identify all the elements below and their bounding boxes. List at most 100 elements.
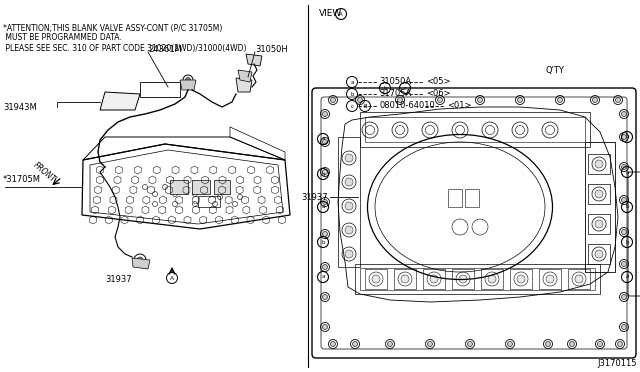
Circle shape (323, 112, 328, 116)
Circle shape (323, 231, 328, 237)
Text: <05>: <05> (426, 77, 451, 87)
Circle shape (545, 341, 550, 346)
Circle shape (508, 341, 513, 346)
Circle shape (353, 341, 358, 346)
Circle shape (330, 341, 335, 346)
Circle shape (575, 275, 583, 283)
Bar (355, 264, 600, 294)
Circle shape (546, 275, 554, 283)
Circle shape (401, 275, 409, 283)
Circle shape (323, 199, 328, 205)
Text: a: a (321, 137, 324, 141)
Circle shape (595, 160, 603, 168)
Bar (360, 268, 595, 290)
Bar (539, 269, 561, 289)
Bar (170, 180, 188, 194)
Circle shape (621, 112, 627, 116)
Circle shape (557, 97, 563, 103)
Bar (588, 184, 610, 204)
Circle shape (598, 341, 602, 346)
Bar (568, 269, 590, 289)
Circle shape (330, 97, 335, 103)
Bar (338, 137, 360, 267)
Circle shape (621, 324, 627, 330)
Text: c: c (403, 86, 406, 90)
Circle shape (358, 97, 362, 103)
Circle shape (459, 275, 467, 283)
Circle shape (345, 154, 353, 162)
Circle shape (621, 262, 627, 266)
Bar (588, 214, 610, 234)
Text: 08010-64010: 08010-64010 (379, 102, 435, 110)
Text: MUST BE PROGRAMMED DATA.: MUST BE PROGRAMMED DATA. (3, 33, 122, 42)
Bar (214, 180, 230, 194)
Text: J3170115: J3170115 (598, 359, 637, 369)
Bar (585, 142, 615, 272)
Bar (481, 269, 503, 289)
Circle shape (595, 250, 603, 258)
Text: a: a (321, 205, 324, 209)
Circle shape (372, 275, 380, 283)
Text: a: a (625, 170, 628, 174)
Circle shape (345, 226, 353, 234)
Polygon shape (100, 92, 140, 110)
Circle shape (345, 202, 353, 210)
Circle shape (488, 275, 496, 283)
Circle shape (621, 230, 627, 234)
Text: a: a (350, 80, 354, 84)
Text: *ATTENTION;THIS BLANK VALVE ASSY-CONT (P/C 31705M): *ATTENTION;THIS BLANK VALVE ASSY-CONT (P… (3, 23, 222, 32)
Bar (510, 269, 532, 289)
Text: 31937: 31937 (301, 192, 328, 202)
Circle shape (387, 341, 392, 346)
Text: FRONT: FRONT (31, 160, 57, 184)
Text: *31705M: *31705M (3, 176, 41, 185)
Polygon shape (238, 70, 252, 82)
Circle shape (323, 170, 328, 174)
Bar (360, 112, 590, 147)
Circle shape (621, 164, 627, 170)
Polygon shape (246, 54, 262, 66)
Bar (198, 196, 220, 207)
Circle shape (345, 250, 353, 258)
Text: 31943M: 31943M (3, 103, 36, 112)
Bar (452, 269, 474, 289)
Bar (465, 189, 479, 207)
Bar (423, 269, 445, 289)
Bar (365, 269, 387, 289)
Circle shape (323, 264, 328, 269)
Circle shape (137, 257, 143, 263)
Circle shape (618, 341, 623, 346)
Text: B: B (363, 103, 367, 109)
Circle shape (323, 295, 328, 299)
Text: A: A (170, 276, 174, 280)
Circle shape (570, 341, 575, 346)
Bar (140, 82, 180, 97)
Text: 31705A: 31705A (379, 90, 412, 99)
Circle shape (517, 275, 525, 283)
Circle shape (430, 275, 438, 283)
Circle shape (621, 295, 627, 299)
Text: 31050H: 31050H (255, 45, 288, 55)
Text: b: b (625, 135, 628, 140)
Circle shape (428, 341, 433, 346)
Text: b: b (383, 86, 387, 90)
Text: VIEW: VIEW (319, 10, 342, 19)
Circle shape (593, 97, 598, 103)
Bar (588, 244, 610, 264)
Circle shape (621, 135, 627, 140)
Circle shape (345, 178, 353, 186)
Circle shape (438, 97, 442, 103)
Circle shape (467, 341, 472, 346)
Circle shape (595, 220, 603, 228)
Text: a: a (625, 275, 628, 279)
Polygon shape (180, 80, 196, 90)
Circle shape (621, 198, 627, 202)
Bar (588, 154, 610, 174)
Bar (365, 117, 585, 142)
Polygon shape (236, 78, 252, 92)
Circle shape (186, 77, 191, 83)
Circle shape (518, 97, 522, 103)
Text: 31050A: 31050A (379, 77, 411, 87)
Text: PLEASE SEE SEC. 310 OF PART CODE 31020(2WD)/31000(4WD): PLEASE SEE SEC. 310 OF PART CODE 31020(2… (3, 44, 246, 52)
Bar (394, 269, 416, 289)
